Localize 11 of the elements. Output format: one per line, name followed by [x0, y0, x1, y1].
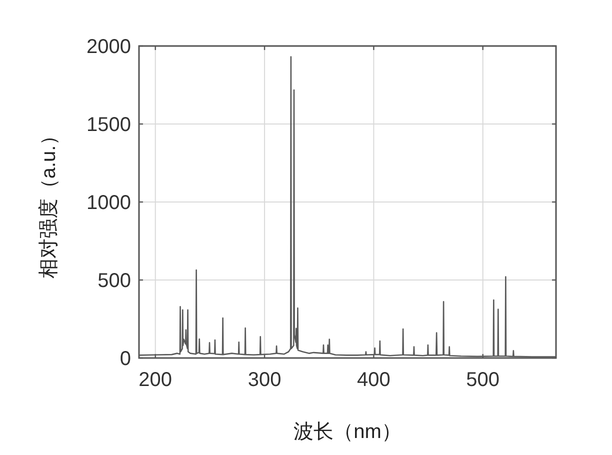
x-tick-label: 400	[357, 369, 390, 391]
y-tick-label: 1000	[86, 192, 131, 214]
y-tick-label: 2000	[86, 36, 131, 58]
x-tick-label: 500	[466, 369, 500, 391]
y-tick-label: 0	[120, 348, 131, 370]
y-tick-label: 500	[98, 270, 131, 292]
y-tick-label: 1500	[86, 114, 131, 136]
x-tick-label: 300	[248, 369, 282, 391]
x-axis-title: 波长（nm）	[294, 421, 402, 443]
y-axis-title: 相对强度（a.u.）	[38, 125, 60, 279]
x-tick-label: 200	[138, 369, 172, 391]
